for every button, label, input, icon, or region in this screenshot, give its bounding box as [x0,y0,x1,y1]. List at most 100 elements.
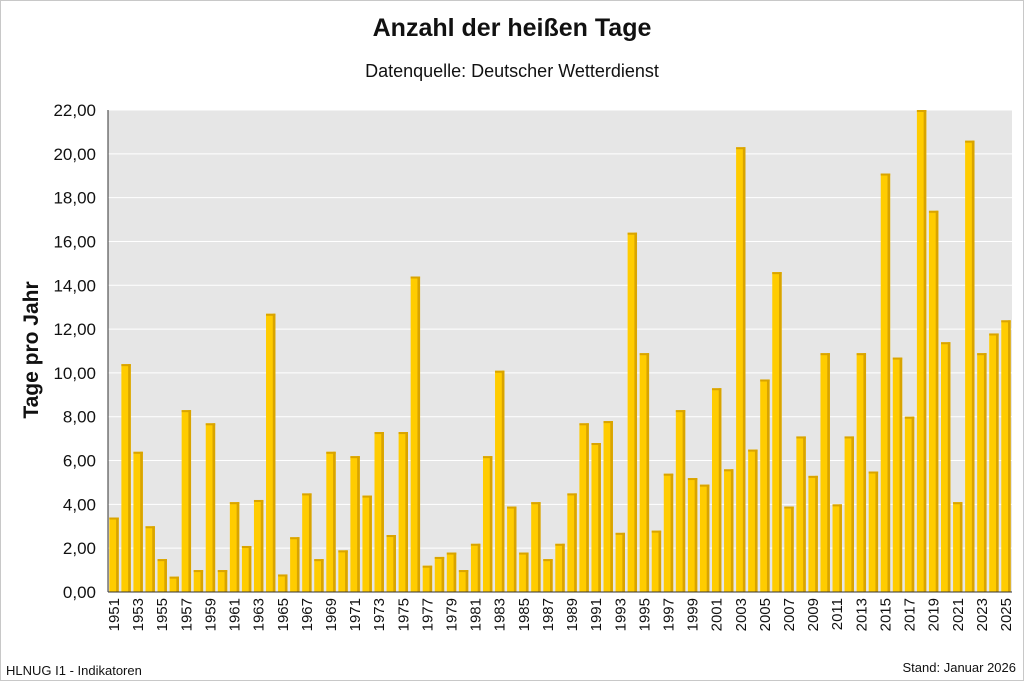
bar [266,313,276,592]
bar [808,475,818,592]
bar [977,353,987,592]
bar [133,451,143,592]
x-tick-label: 1975 [395,598,412,631]
x-tick-label: 2017 [902,598,919,631]
bar [531,502,541,592]
x-tick-label: 2003 [733,598,750,631]
x-tick-label: 1981 [468,598,485,631]
x-tick-label: 1957 [178,598,195,631]
bar [892,357,903,592]
bar [627,232,638,592]
x-tick-label: 1953 [130,598,147,631]
bar [663,473,674,592]
x-tick-label: 2019 [926,598,943,631]
x-tick-label: 1987 [540,598,557,631]
bar [953,502,963,592]
bar [495,370,505,592]
x-tick-label: 1959 [202,598,219,631]
x-tick-label: 1985 [516,598,533,631]
y-tick-label: 8,00 [63,408,96,427]
bar [374,432,384,592]
x-tick-label: 1951 [106,598,123,631]
y-tick-label: 18,00 [53,189,96,208]
x-tick-label: 1999 [685,598,702,631]
bar [567,493,577,592]
bar [181,410,192,592]
bar [278,574,288,592]
y-tick-label: 12,00 [53,320,96,339]
bar [784,506,794,592]
x-tick-label: 2011 [829,598,846,630]
bar [458,570,469,592]
x-tick-label: 2009 [805,598,822,631]
bar [169,576,179,592]
bar [868,471,879,592]
x-tick-label: 1969 [323,598,340,631]
bar [217,570,228,592]
bar [591,443,601,592]
y-tick-label: 2,00 [63,539,96,558]
bar [904,416,915,592]
bar [965,140,975,592]
bar [338,550,348,592]
bar [193,570,204,592]
x-tick-label: 1961 [227,598,244,631]
bar [699,484,710,592]
bar [724,469,734,592]
y-tick-label: 6,00 [63,452,96,471]
y-tick-label: 10,00 [53,364,96,383]
bar [989,333,999,592]
x-tick-label: 1965 [275,598,292,631]
bar [603,421,613,592]
x-tick-label: 1973 [371,598,388,631]
x-tick-label: 1997 [660,598,677,631]
x-tick-label: 2007 [781,598,798,631]
bar [928,210,939,593]
x-tick-label: 2013 [853,598,870,631]
x-tick-label: 1995 [636,598,653,631]
bar [916,110,927,592]
bar [519,552,529,592]
bar [434,556,445,592]
bar [748,449,758,592]
x-tick-label: 1963 [251,598,268,631]
bar [941,342,951,592]
x-tick-label: 2023 [974,598,991,631]
x-tick-label: 1989 [564,598,581,631]
bar [856,353,867,592]
x-tick-label: 1979 [444,598,461,631]
bar [241,545,252,592]
y-tick-label: 20,00 [53,145,96,164]
x-tick-label: 1991 [588,598,605,631]
bar [314,559,324,592]
bar [229,502,240,592]
bar [1001,320,1011,592]
bar [579,423,589,592]
x-tick-label: 1983 [492,598,509,631]
bar [651,530,662,592]
bar [736,147,746,592]
chart-subtitle: Datenquelle: Deutscher Wetterdienst [365,61,659,81]
bar [507,506,517,592]
x-tick-label: 2001 [709,598,726,631]
bar [253,499,264,592]
bar [145,526,155,592]
bar [482,456,493,592]
bar [157,559,167,592]
bar [615,532,625,592]
bar [422,565,433,592]
y-tick-label: 4,00 [63,495,96,514]
y-tick-label: 16,00 [53,232,96,251]
bar [555,543,565,592]
bar [796,436,806,592]
bar [446,552,457,592]
footer-date: Stand: Januar 2026 [902,660,1016,675]
bar [639,353,650,592]
bar [543,559,553,592]
x-tick-label: 1967 [299,598,316,631]
bar [470,543,481,592]
bar [711,388,722,592]
bar [386,535,396,592]
x-tick-label: 1977 [419,598,436,631]
